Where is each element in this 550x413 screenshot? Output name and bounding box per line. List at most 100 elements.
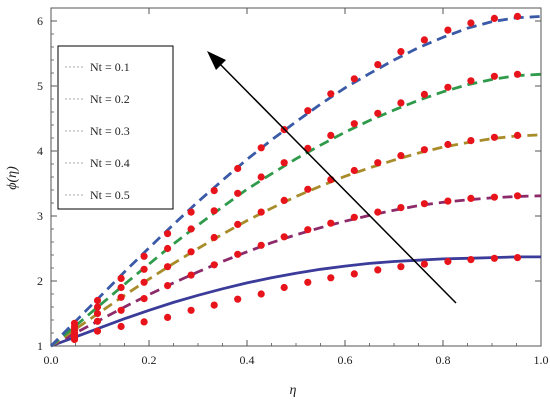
data-point bbox=[117, 293, 125, 301]
x-tick-label: 0.2 bbox=[142, 353, 157, 367]
data-point bbox=[210, 187, 218, 195]
data-point bbox=[164, 244, 172, 253]
data-point bbox=[234, 250, 242, 258]
data-point bbox=[327, 274, 335, 282]
arrow-head bbox=[207, 51, 226, 70]
data-point bbox=[304, 278, 312, 286]
data-point bbox=[374, 159, 382, 167]
data-point bbox=[257, 173, 265, 181]
axis-ticks: 0.0 0.2 0.4 0.6 0.8 1.0 1 2 3 4 5 6 bbox=[37, 7, 549, 367]
data-point bbox=[140, 295, 148, 303]
data-point bbox=[490, 14, 498, 22]
x-axis-label: η bbox=[290, 383, 297, 398]
data-point bbox=[234, 220, 242, 228]
data-point bbox=[490, 72, 498, 80]
data-point bbox=[513, 70, 522, 78]
data-point bbox=[513, 254, 522, 262]
data-point bbox=[420, 90, 428, 98]
series-line-3 bbox=[50, 133, 542, 348]
data-point bbox=[117, 274, 125, 282]
data-point bbox=[140, 318, 148, 326]
data-point bbox=[327, 131, 335, 139]
data-point bbox=[70, 326, 79, 334]
data-point bbox=[374, 61, 382, 69]
data-point bbox=[140, 265, 148, 273]
data-point bbox=[397, 263, 405, 271]
x-tick-label: 0.6 bbox=[338, 353, 353, 367]
data-point bbox=[513, 192, 522, 200]
legend-box bbox=[57, 45, 174, 210]
legend: Nt = 0.1 Nt = 0.2 Nt = 0.3 Nt = 0.4 Nt = 0.5 bbox=[57, 45, 174, 210]
data-point bbox=[513, 12, 522, 20]
data-point bbox=[490, 193, 498, 201]
data-point bbox=[117, 322, 125, 331]
data-point bbox=[257, 290, 265, 298]
data-point bbox=[93, 327, 102, 335]
data-point bbox=[327, 90, 335, 98]
data-point bbox=[467, 256, 475, 264]
data-point bbox=[210, 207, 218, 215]
series-line-1 bbox=[50, 255, 541, 348]
y-tick-label: 4 bbox=[37, 144, 43, 158]
data-point bbox=[350, 166, 358, 175]
data-point bbox=[140, 278, 148, 286]
series-line-5 bbox=[50, 15, 542, 347]
series-line-2 bbox=[50, 194, 542, 348]
data-point bbox=[397, 152, 405, 160]
data-point bbox=[420, 146, 428, 154]
data-point bbox=[280, 159, 288, 167]
legend-label: Nt = 0.5 bbox=[90, 188, 130, 202]
data-point bbox=[490, 133, 498, 141]
y-axis-label: ϕ(η) bbox=[5, 166, 20, 190]
data-point bbox=[420, 260, 428, 268]
data-point bbox=[234, 164, 242, 173]
data-point bbox=[280, 196, 288, 204]
y-tick-label: 6 bbox=[37, 14, 43, 28]
data-point bbox=[164, 263, 172, 271]
trend-arrow bbox=[207, 51, 457, 304]
data-point bbox=[140, 252, 148, 260]
data-point bbox=[350, 213, 358, 221]
data-point bbox=[93, 317, 102, 325]
data-point bbox=[93, 296, 102, 305]
data-point bbox=[350, 75, 358, 83]
data-point bbox=[420, 200, 428, 208]
data-point bbox=[210, 301, 218, 309]
x-tick-label: 1.0 bbox=[534, 353, 549, 367]
data-point bbox=[327, 219, 335, 227]
data-point bbox=[513, 131, 522, 139]
data-point bbox=[187, 208, 195, 216]
data-point bbox=[397, 204, 405, 212]
data-point bbox=[444, 26, 452, 34]
data-point bbox=[444, 257, 452, 266]
data-point bbox=[117, 306, 125, 314]
data-point bbox=[187, 271, 195, 279]
y-tick-label: 5 bbox=[37, 79, 43, 93]
data-point bbox=[187, 248, 195, 256]
data-point bbox=[490, 254, 498, 262]
data-point bbox=[70, 319, 79, 327]
y-tick-label: 2 bbox=[37, 274, 43, 288]
arrow-shaft bbox=[213, 57, 457, 304]
data-point bbox=[444, 197, 452, 205]
series-markers bbox=[70, 12, 522, 344]
data-point bbox=[467, 19, 475, 27]
data-point bbox=[397, 99, 405, 107]
data-point bbox=[304, 226, 312, 234]
data-point bbox=[164, 230, 172, 238]
data-point bbox=[467, 77, 475, 85]
data-point bbox=[304, 185, 312, 193]
data-point bbox=[257, 144, 265, 152]
data-point bbox=[444, 83, 452, 91]
series-line-4 bbox=[50, 72, 542, 348]
data-point bbox=[234, 189, 242, 197]
data-point bbox=[374, 109, 382, 117]
x-tick-label: 0.0 bbox=[44, 353, 59, 367]
data-point bbox=[187, 225, 195, 233]
data-point bbox=[93, 309, 102, 318]
data-point bbox=[117, 283, 125, 292]
data-point bbox=[280, 233, 288, 241]
data-point bbox=[397, 48, 405, 56]
legend-label: Nt = 0.2 bbox=[90, 92, 130, 106]
